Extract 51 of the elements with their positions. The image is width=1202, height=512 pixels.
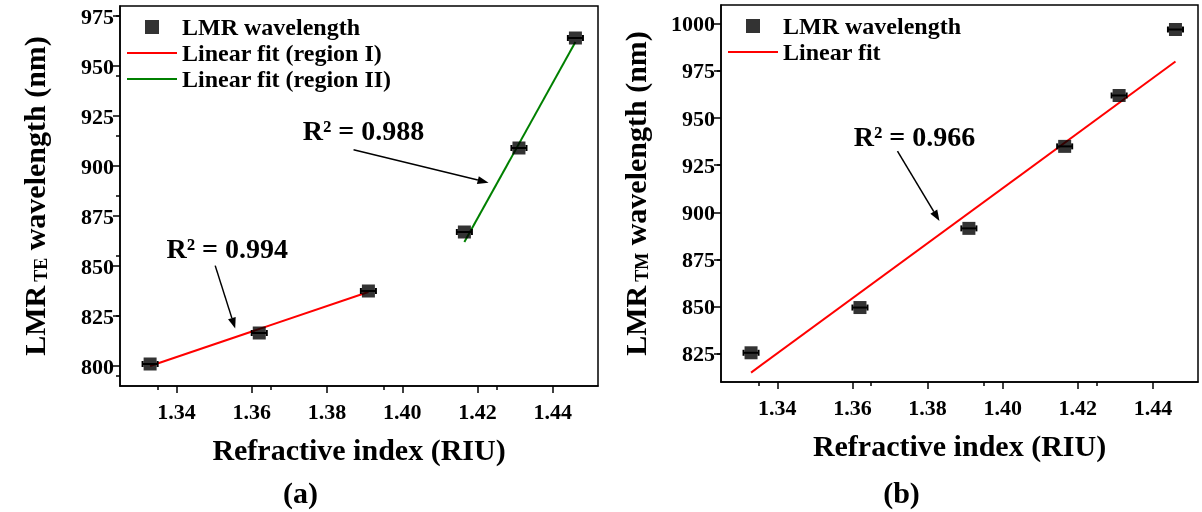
legend-label: Linear fit (region I) <box>182 40 382 66</box>
annotation: R² = 0.966 <box>853 120 976 152</box>
point <box>457 225 471 239</box>
y-tick-label: 975 <box>81 3 114 29</box>
y-axis-title: LMRTM wavelength (nm) <box>618 31 653 356</box>
y-tick-label: 950 <box>682 105 715 131</box>
point <box>252 326 266 340</box>
legend-label: Linear fit <box>783 39 881 65</box>
y-tick-label: 900 <box>81 153 114 179</box>
y-tick-label: 825 <box>81 303 114 329</box>
x-tick-label: 1.36 <box>232 398 271 424</box>
x-tick-label: 1.44 <box>1133 394 1173 420</box>
y-tick-label: 875 <box>81 203 114 229</box>
y-tick-label: 1000 <box>671 11 715 37</box>
y-tick-label: 950 <box>81 53 114 79</box>
x-tick-label: 1.38 <box>307 398 347 424</box>
point <box>361 284 375 298</box>
x-tick-label: 1.34 <box>758 394 797 420</box>
point <box>568 31 582 45</box>
x-axis-title: Refractive index (RIU) <box>212 432 506 467</box>
x-tick-label: 1.40 <box>383 398 422 424</box>
point <box>1112 88 1126 102</box>
y-tick-label: 925 <box>682 152 715 178</box>
y-tick-label: 850 <box>682 294 715 320</box>
point <box>143 357 157 371</box>
x-tick-label: 1.40 <box>983 394 1022 420</box>
x-tick-label: 1.38 <box>908 394 947 420</box>
y-tick-label: 900 <box>682 199 715 225</box>
point <box>512 141 526 155</box>
x-axis-title: Refractive index (RIU) <box>812 428 1107 463</box>
point <box>962 221 976 235</box>
legend-label: LMR wavelength <box>182 14 360 40</box>
x-tick-label: 1.42 <box>1058 394 1098 420</box>
text: (a) <box>283 475 318 510</box>
y-tick-label: 925 <box>81 103 114 129</box>
annotation: R² = 0.994 <box>166 233 288 265</box>
y-tick-label: 850 <box>81 253 114 279</box>
x-tick-label: 1.44 <box>533 398 573 424</box>
legend-label: Linear fit (region II) <box>182 66 392 92</box>
x-tick-label: 1.42 <box>458 398 497 424</box>
point <box>853 301 867 315</box>
text: (b) <box>883 475 920 510</box>
x-tick-label: 1.34 <box>157 398 196 424</box>
legend-label: LMR wavelength <box>783 13 961 39</box>
x-tick-label: 1.36 <box>833 394 872 420</box>
annotation: R² = 0.988 <box>302 115 425 147</box>
y-tick-label: 975 <box>682 58 715 84</box>
y-tick-label: 825 <box>682 341 715 367</box>
y-tick-label: 800 <box>81 353 114 379</box>
y-axis-title: LMRTE wavelength (nm) <box>17 36 52 356</box>
y-tick-label: 875 <box>682 246 715 272</box>
